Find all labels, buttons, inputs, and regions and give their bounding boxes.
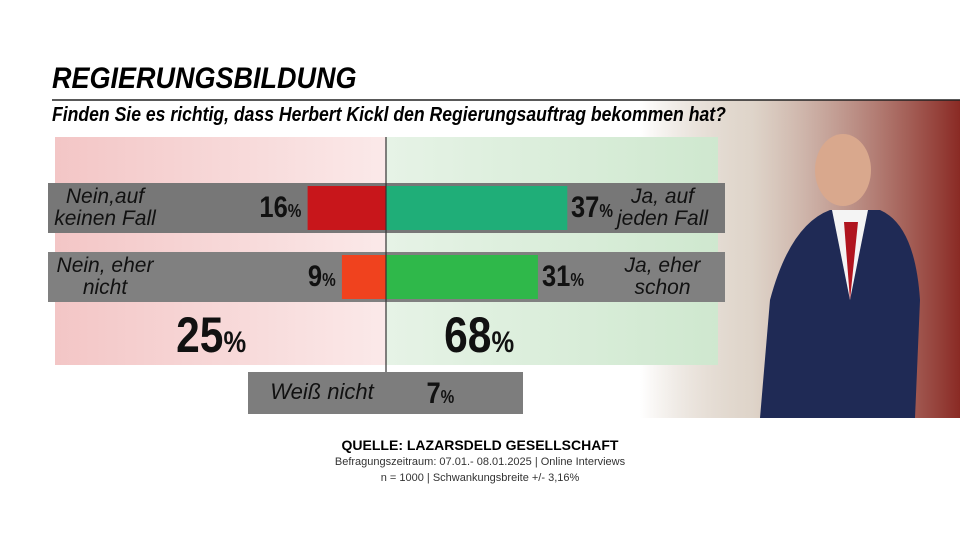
- bar: [386, 255, 538, 299]
- total-label: 25%: [176, 307, 247, 363]
- panel-positive: [386, 137, 718, 365]
- value-label: 9%: [308, 260, 336, 293]
- panel-negative: [55, 137, 386, 365]
- title: REGIERUNGSBILDUNG: [52, 62, 357, 95]
- category-label: Nein,auf keinen Fall: [54, 185, 156, 230]
- total-label: 68%: [444, 307, 515, 363]
- photo-tie: [844, 222, 858, 300]
- bar: [386, 186, 568, 230]
- value-label: 16%: [259, 191, 302, 224]
- note: n = 1000 | Schwankungsbreite +/- 3,16%: [380, 472, 580, 484]
- photo-person: [760, 210, 920, 418]
- category-label: Nein, eher nicht: [56, 254, 154, 299]
- row-box: [48, 252, 386, 302]
- dont-know-value: 7%: [426, 377, 455, 410]
- subtitle: Finden Sie es richtig, dass Herbert Kick…: [52, 104, 726, 126]
- dont-know-label: Weiß nicht: [270, 379, 374, 404]
- dont-know-box: [248, 372, 523, 414]
- category-label: Ja, eher schon: [624, 254, 701, 299]
- value-label: 37%: [571, 191, 614, 224]
- photo-head: [815, 134, 871, 206]
- category-label: Ja, auf jeden Fall: [616, 185, 709, 230]
- bar: [341, 255, 386, 299]
- bar: [307, 186, 386, 230]
- value-label: 31%: [541, 260, 584, 293]
- source: QUELLE: LAZARSDELD GESELLSCHAFT: [341, 437, 619, 453]
- note: Befragungszeitraum: 07.01.- 08.01.2025 |…: [334, 456, 626, 468]
